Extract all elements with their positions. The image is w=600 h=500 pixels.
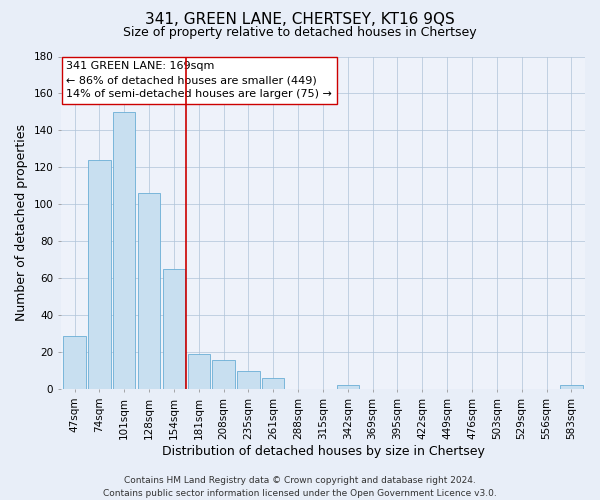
Bar: [560, 386, 583, 389]
Bar: [64, 336, 86, 389]
Bar: [337, 386, 359, 389]
Text: Size of property relative to detached houses in Chertsey: Size of property relative to detached ho…: [123, 26, 477, 39]
Text: Contains HM Land Registry data © Crown copyright and database right 2024.
Contai: Contains HM Land Registry data © Crown c…: [103, 476, 497, 498]
Text: 341, GREEN LANE, CHERTSEY, KT16 9QS: 341, GREEN LANE, CHERTSEY, KT16 9QS: [145, 12, 455, 28]
Bar: [138, 194, 160, 389]
Bar: [88, 160, 110, 389]
Bar: [188, 354, 210, 389]
Bar: [113, 112, 136, 389]
Y-axis label: Number of detached properties: Number of detached properties: [15, 124, 28, 322]
Bar: [237, 370, 260, 389]
Bar: [163, 269, 185, 389]
Text: 341 GREEN LANE: 169sqm
← 86% of detached houses are smaller (449)
14% of semi-de: 341 GREEN LANE: 169sqm ← 86% of detached…: [66, 62, 332, 100]
Bar: [262, 378, 284, 389]
Bar: [212, 360, 235, 389]
X-axis label: Distribution of detached houses by size in Chertsey: Distribution of detached houses by size …: [161, 444, 484, 458]
